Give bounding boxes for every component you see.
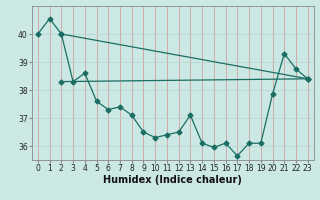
X-axis label: Humidex (Indice chaleur): Humidex (Indice chaleur): [103, 175, 242, 185]
